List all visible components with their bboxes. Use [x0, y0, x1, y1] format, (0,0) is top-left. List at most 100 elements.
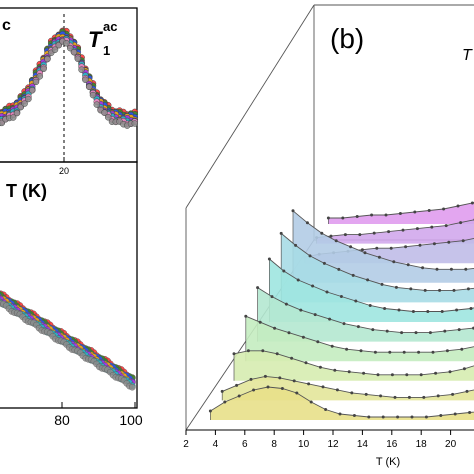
top-left-marker — [104, 114, 112, 121]
waterfall-point — [330, 344, 334, 348]
waterfall-point — [464, 267, 468, 271]
waterfall-point — [413, 210, 417, 214]
top-left-marker — [101, 109, 108, 116]
waterfall-point — [389, 246, 393, 250]
waterfall-series — [208, 201, 474, 420]
waterfall-point — [355, 215, 359, 218]
peak-label-sup: ac — [103, 19, 117, 34]
top-left-marker — [32, 78, 40, 86]
waterfall-point — [311, 284, 315, 288]
waterfall-point — [462, 367, 466, 371]
waterfall-point — [397, 308, 401, 312]
waterfall-point — [380, 282, 384, 286]
waterfall-point — [351, 273, 355, 277]
panel-b-x-tick-label: 18 — [416, 439, 428, 450]
bottom-left-marker — [128, 383, 136, 391]
bottom-left-markers — [0, 290, 136, 391]
waterfall-area-7 — [281, 233, 474, 303]
waterfall-point — [347, 370, 351, 374]
waterfall-point — [208, 409, 212, 413]
waterfall-point — [291, 209, 295, 213]
waterfall-point — [445, 349, 449, 353]
waterfall-point — [381, 415, 385, 419]
top-left-marker — [131, 120, 139, 127]
waterfall-point — [415, 227, 419, 231]
waterfall-point — [436, 394, 440, 398]
waterfall-point — [461, 239, 465, 243]
waterfall-point — [394, 285, 398, 289]
waterfall-point — [398, 212, 402, 215]
waterfall-point — [267, 257, 271, 261]
top-left-marker — [70, 48, 78, 56]
waterfall-point — [359, 349, 363, 353]
waterfall-point — [358, 233, 362, 237]
peak-label-symbol: T — [88, 27, 103, 52]
waterfall-point — [407, 395, 411, 399]
waterfall-point — [385, 329, 389, 333]
waterfall-point — [422, 395, 426, 399]
waterfall-point — [452, 288, 456, 292]
waterfall-point — [373, 350, 377, 354]
waterfall-point — [360, 248, 364, 252]
waterfall-point — [292, 379, 296, 383]
waterfall-point — [244, 314, 248, 318]
waterfall-area-10 — [316, 219, 474, 244]
waterfall-point — [350, 391, 354, 395]
waterfall-point — [275, 352, 279, 356]
panel-top-left-corner-label: c — [2, 17, 11, 34]
waterfall-point — [266, 385, 270, 389]
top-left-marker — [36, 73, 44, 80]
waterfall-point — [287, 331, 291, 335]
waterfall-point — [409, 287, 413, 291]
waterfall-point — [442, 207, 446, 211]
waterfall-curve-11 — [328, 202, 474, 219]
waterfall-area-11 — [328, 202, 474, 224]
waterfall-point — [396, 415, 400, 419]
waterfall-point — [390, 373, 394, 377]
top-left-marker — [25, 95, 32, 103]
panel-b-x-tick-label: 8 — [271, 439, 277, 450]
waterfall-point — [388, 350, 392, 354]
top-left-marker — [44, 55, 51, 63]
panel-b-x-ticks: 2 4 6 8 10 12 14 16 18 20 — [183, 430, 457, 450]
waterfall-point — [237, 394, 241, 398]
waterfall-point — [414, 331, 418, 335]
waterfall-point — [296, 278, 300, 282]
waterfall-point — [356, 325, 360, 329]
waterfall-point — [307, 382, 311, 386]
waterfall-point — [383, 307, 387, 310]
waterfall-point — [273, 326, 277, 330]
panel-b-title-fragment: T — [462, 47, 473, 64]
waterfall-point — [223, 400, 227, 404]
waterfall-point — [343, 233, 347, 237]
waterfall-area-3 — [234, 350, 474, 381]
waterfall-point — [401, 228, 405, 232]
waterfall-point — [337, 267, 341, 271]
waterfall-curve-3 — [233, 350, 474, 376]
waterfall-point — [426, 310, 430, 313]
waterfall-curve-2 — [222, 375, 474, 398]
waterfall-curve-10 — [316, 219, 474, 239]
top-left-markers — [0, 27, 139, 129]
waterfall-point — [430, 225, 434, 229]
waterfall-point — [423, 288, 427, 292]
panel-b-x-tick-label: 20 — [445, 439, 457, 450]
waterfall-point — [305, 221, 309, 225]
x-tick-label-80: 80 — [54, 412, 70, 428]
waterfall-point — [466, 287, 470, 291]
waterfall-point — [375, 246, 379, 250]
waterfall-point — [309, 400, 313, 404]
top-left-marker — [9, 114, 17, 121]
waterfall-point — [424, 415, 428, 419]
waterfall-point — [345, 347, 349, 351]
waterfall-point — [333, 368, 337, 372]
waterfall-point — [411, 310, 415, 313]
waterfall-area-4 — [245, 316, 474, 362]
waterfall-point — [468, 411, 472, 414]
panel-b: 2 4 6 8 10 12 14 16 18 20 T (K) (b) T — [183, 4, 474, 468]
x-axis-label-left: T (K) — [6, 181, 47, 201]
panel-b-x-tick-label: 14 — [357, 439, 369, 450]
waterfall-curve-1 — [210, 386, 474, 418]
waterfall-point — [341, 216, 345, 220]
waterfall-point — [435, 267, 439, 271]
